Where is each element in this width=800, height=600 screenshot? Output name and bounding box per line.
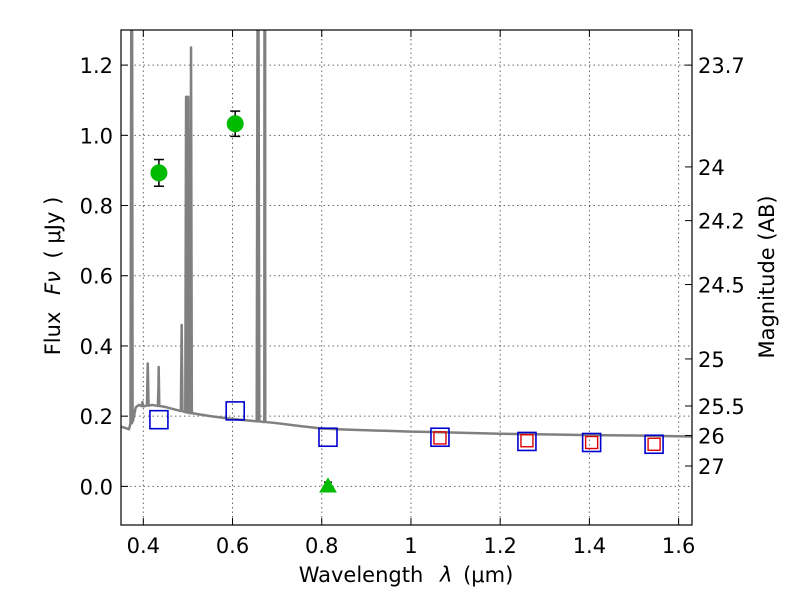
model-point	[644, 434, 664, 455]
magnitude-tick-label: 25.5	[698, 395, 745, 419]
model-point	[581, 432, 602, 453]
magnitude-tick-label: 23.7	[698, 54, 745, 78]
magnitude-tick-label: 24.2	[698, 210, 745, 234]
y-axis-label: Flux Fν ( μJy )	[41, 197, 65, 356]
inner-model-point	[584, 435, 599, 450]
tick-labels: 0.4 0.6 0.8 1 1.2 1.4 1.6 0.0 0.2 0.4 0.6 0.8 1.0 1.2…	[80, 54, 745, 558]
inner-model-point	[647, 437, 661, 451]
x-tick-label: 0.4	[127, 534, 160, 558]
magnitude-tick-label: 26	[698, 424, 725, 448]
observed-point	[226, 115, 244, 133]
model-point	[318, 427, 338, 448]
x-tick-label: 1	[404, 534, 417, 558]
x-tick-label: 0.6	[216, 534, 249, 558]
model-point	[225, 401, 245, 421]
x-tick-label: 1.4	[573, 534, 606, 558]
magnitude-tick-label: 25	[698, 348, 725, 372]
y-tick-label: 0.0	[80, 475, 113, 499]
x-tick-label: 0.8	[305, 534, 338, 558]
y-tick-label: 0.6	[80, 265, 113, 289]
x-tick-label: 1.6	[662, 534, 695, 558]
y-tick-label: 0.8	[80, 195, 113, 219]
y-tick-label: 1.2	[80, 54, 113, 78]
data-points	[149, 110, 664, 493]
axis-ticks	[121, 30, 692, 525]
inner-model-point	[520, 434, 534, 448]
y-tick-label: 1.0	[80, 124, 113, 148]
y-tick-label: 0.4	[80, 335, 113, 359]
model-point	[517, 431, 537, 452]
model-point	[149, 409, 169, 430]
upper-limit-point	[319, 477, 337, 493]
x-axis-label: Wavelength λ (μm)	[299, 563, 514, 587]
x-tick-label: 1.2	[483, 534, 516, 558]
plot-frame	[120, 29, 693, 526]
model-spectrum	[121, 30, 692, 438]
magnitude-tick-label: 24	[698, 156, 725, 180]
spectrum-line	[121, 30, 692, 438]
inner-model-point	[433, 431, 447, 445]
observed-point	[150, 164, 168, 182]
magnitude-tick-label: 24.5	[698, 274, 745, 298]
grid-lines	[121, 30, 692, 525]
model-point	[430, 427, 450, 448]
y2-axis-label: Magnitude (AB)	[755, 195, 779, 358]
magnitude-tick-label: 27	[698, 455, 725, 479]
y-tick-label: 0.2	[80, 405, 113, 429]
